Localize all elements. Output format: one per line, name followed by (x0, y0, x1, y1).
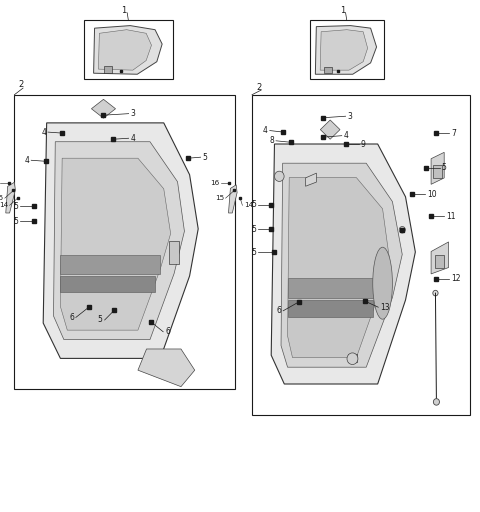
Polygon shape (431, 242, 449, 274)
Polygon shape (288, 300, 373, 317)
Text: 1: 1 (121, 6, 127, 15)
Text: 3: 3 (348, 112, 352, 121)
Text: 4: 4 (131, 134, 135, 143)
Text: 4: 4 (41, 127, 46, 137)
Polygon shape (91, 99, 116, 118)
Text: 14: 14 (0, 202, 8, 208)
Text: 5: 5 (251, 200, 256, 209)
Text: 2: 2 (256, 82, 262, 92)
Bar (169, 241, 179, 264)
Text: 6: 6 (276, 306, 281, 315)
Text: 8: 8 (269, 136, 274, 145)
Polygon shape (288, 178, 389, 357)
Polygon shape (94, 26, 162, 74)
Bar (14, 95, 235, 389)
Text: 6: 6 (69, 313, 74, 322)
Text: 15: 15 (0, 195, 3, 201)
Polygon shape (320, 30, 368, 70)
Polygon shape (281, 163, 402, 367)
Circle shape (399, 226, 405, 233)
Polygon shape (98, 30, 152, 70)
Text: 7: 7 (451, 129, 456, 138)
Polygon shape (228, 185, 237, 213)
Polygon shape (431, 153, 444, 184)
Text: 5: 5 (13, 202, 18, 211)
Text: 4: 4 (24, 156, 29, 165)
Text: 13: 13 (380, 303, 390, 312)
Text: 5: 5 (13, 217, 18, 226)
Circle shape (347, 353, 358, 365)
Text: 5: 5 (98, 315, 103, 325)
Polygon shape (271, 144, 415, 384)
Text: 1: 1 (340, 6, 345, 15)
Polygon shape (305, 173, 316, 186)
Bar (310, 20, 384, 79)
Polygon shape (315, 26, 376, 74)
Text: 6: 6 (165, 327, 170, 336)
Circle shape (433, 290, 438, 296)
Polygon shape (138, 349, 195, 387)
Text: 9: 9 (361, 140, 366, 149)
Text: 11: 11 (446, 211, 456, 221)
Text: 5: 5 (203, 153, 207, 162)
Polygon shape (320, 120, 340, 139)
Polygon shape (60, 158, 171, 330)
Text: 2: 2 (18, 80, 24, 90)
Bar (324, 67, 332, 73)
Ellipse shape (373, 247, 393, 319)
Text: 10: 10 (427, 189, 437, 199)
Bar (84, 20, 173, 79)
Bar (252, 95, 470, 415)
Bar (435, 254, 444, 267)
Polygon shape (54, 142, 184, 339)
Bar (433, 165, 442, 178)
Text: 14: 14 (244, 202, 253, 208)
Text: 5: 5 (442, 163, 446, 173)
Text: 4: 4 (263, 126, 268, 135)
Bar (348, 354, 357, 362)
Polygon shape (43, 123, 198, 358)
Polygon shape (288, 279, 376, 297)
Text: 5: 5 (251, 225, 256, 234)
Text: 3: 3 (131, 109, 135, 118)
Circle shape (275, 171, 284, 181)
Text: 4: 4 (344, 131, 348, 140)
Text: 5: 5 (251, 248, 256, 257)
Polygon shape (60, 276, 155, 292)
Text: 15: 15 (215, 195, 224, 201)
Circle shape (433, 399, 440, 405)
Bar (104, 66, 112, 73)
Text: 12: 12 (451, 274, 461, 283)
Text: 16: 16 (210, 180, 219, 186)
Polygon shape (60, 255, 160, 273)
Polygon shape (6, 182, 15, 213)
